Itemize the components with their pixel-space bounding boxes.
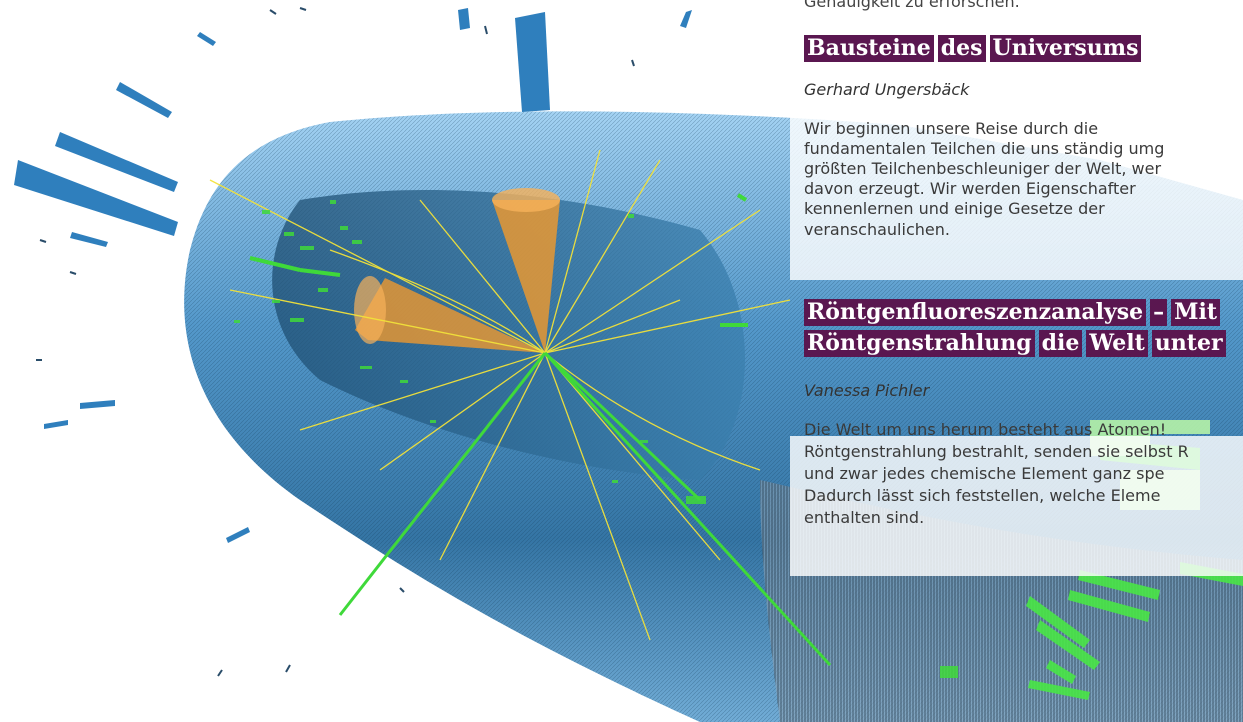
article-title-line-2[interactable]: Röntgenstrahlung die Welt unter: [804, 329, 1230, 357]
title-word: Welt: [1086, 330, 1148, 357]
article-text-line: größten Teilchenbeschleuniger der Welt, …: [804, 159, 1162, 178]
title-word: Universums: [989, 35, 1142, 62]
title-word: des: [937, 35, 986, 62]
article-2-text-panel: [790, 436, 1243, 576]
article-text-line: fundamentalen Teilchen die uns ständig u…: [804, 139, 1165, 158]
article-text-line: kennenlernen und einige Gesetze der: [804, 199, 1105, 218]
article-text-line: enthalten sind.: [804, 508, 925, 527]
article-1-text-panel: [790, 110, 1243, 280]
article-text-line: und zwar jedes chemische Element ganz sp…: [804, 464, 1165, 483]
article-text-line: Röntgenstrahlung bestrahlt, senden sie s…: [804, 442, 1189, 461]
article-title[interactable]: Bausteine des Universums: [804, 34, 1145, 62]
intro-panel: [790, 0, 1243, 28]
article-author: Gerhard Ungersbäck: [804, 80, 970, 99]
title-word: Röntgenstrahlung: [804, 330, 1035, 357]
article-text-line: davon erzeugt. Wir werden Eigenschafter: [804, 179, 1136, 198]
title-word: Bausteine: [804, 35, 934, 62]
title-word: Röntgenfluoreszenzanalyse: [804, 299, 1147, 326]
article-list: Genauigkeit zu erforschen. Bausteine des U…: [790, 0, 1243, 722]
article-text-line: veranschaulichen.: [804, 220, 950, 239]
title-word: –: [1150, 299, 1168, 326]
article-text-line: Dadurch lässt sich feststellen, welche E…: [804, 486, 1161, 505]
intro-text: Genauigkeit zu erforschen.: [804, 0, 1020, 11]
title-word: Mit: [1171, 299, 1221, 326]
article-author: Vanessa Pichler: [804, 381, 930, 400]
article-title[interactable]: Röntgenfluoreszenzanalyse – Mit: [804, 298, 1224, 326]
article-text-line: Die Welt um uns herum besteht aus Atomen…: [804, 420, 1167, 439]
article-text-line: Wir beginnen unsere Reise durch die: [804, 119, 1099, 138]
title-word: unter: [1151, 330, 1226, 357]
title-word: die: [1038, 330, 1083, 357]
